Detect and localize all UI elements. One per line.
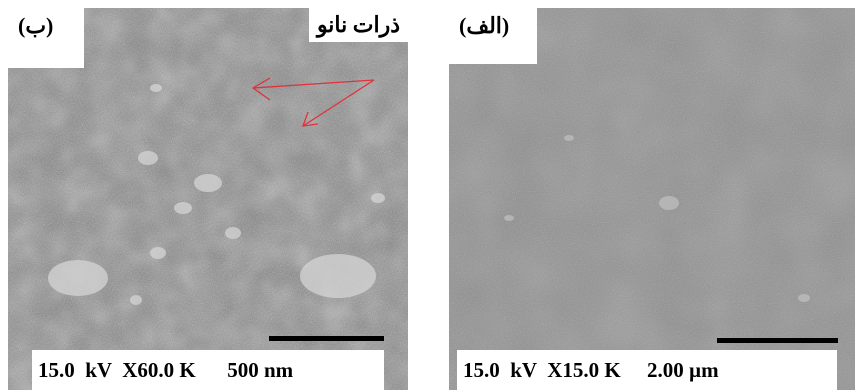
- magnification-b: X60.0 K: [122, 358, 196, 382]
- voltage-a: 15.0 kV: [463, 358, 537, 382]
- sem-image-panel-b: (ب) ذرات نانو 15.0 kV X60.0 K 500 nm: [8, 8, 408, 390]
- sem-info-bar-a: 15.0 kV X15.0 K 2.00 µm: [457, 350, 837, 390]
- sem-image-panel-a: (الف) 15.0 kV X15.0 K 2.00 µm: [449, 8, 855, 390]
- scale-bar-b: [269, 336, 384, 341]
- sem-micrograph-b: [8, 8, 408, 390]
- scale-value-b: 500 nm: [227, 358, 294, 382]
- panel-label-a: (الف): [449, 8, 537, 64]
- panel-label-b: (ب): [8, 8, 84, 68]
- scale-bar-a: [717, 338, 838, 343]
- magnification-a: X15.0 K: [547, 358, 621, 382]
- sem-micrograph-a: [449, 8, 855, 390]
- nanoparticles-annotation: ذرات نانو: [308, 8, 408, 42]
- voltage-b: 15.0 kV: [38, 358, 112, 382]
- sem-info-bar-b: 15.0 kV X60.0 K 500 nm: [32, 350, 384, 390]
- scale-value-a: 2.00 µm: [646, 358, 719, 382]
